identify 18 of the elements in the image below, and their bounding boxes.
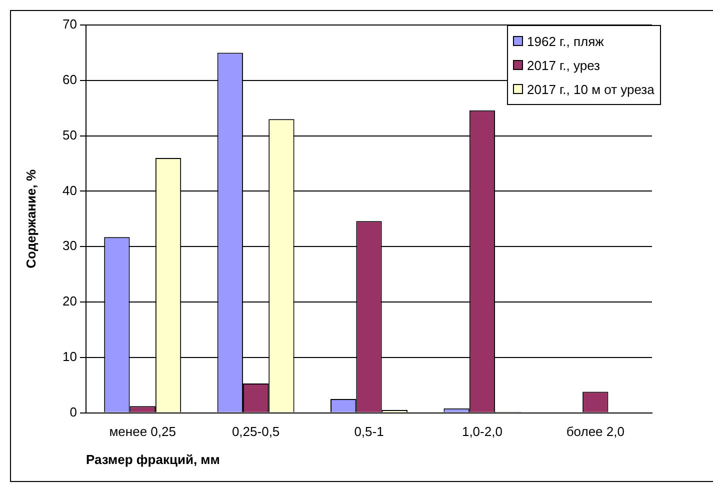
x-tick-label: 0,25-0,5 [232,424,280,440]
y-tick-label: 40 [62,182,77,198]
y-tick-label: 0 [70,404,77,420]
x-tick-label: менее 0,25 [109,424,176,440]
y-tick-label: 60 [62,72,77,87]
y-tick-label: 20 [62,294,77,309]
x-axis-title: Размер фракций, мм [86,452,220,467]
legend-label: 2017 г., урез [526,56,602,75]
y-tick-label: 10 [62,348,77,364]
y-tick-label: 50 [62,127,77,142]
y-axis-title: Содержание, % [23,169,38,268]
x-tick-label: 1,0-2,0 [462,424,502,440]
legend-label: 1962 г., пляж [526,32,605,50]
legend-label: 2017 г., 10 м от уреза [526,80,654,99]
y-tick-label: 30 [62,238,77,254]
x-tick-label: 0,5-1 [354,424,384,440]
x-tick-label: более 2,0 [566,424,624,440]
y-tick-label: 70 [62,16,77,32]
